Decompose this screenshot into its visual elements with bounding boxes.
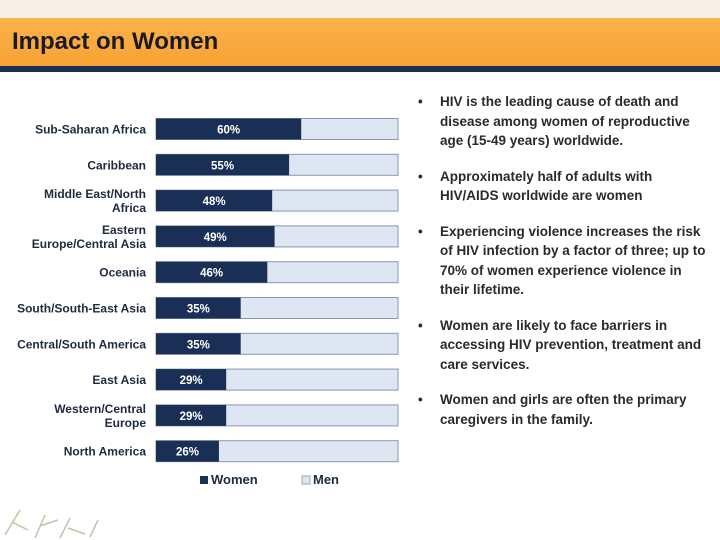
data-label: 49%: [204, 232, 227, 244]
bullet-text: Women are likely to face barriers in acc…: [440, 317, 702, 372]
bullet-item: • Women are likely to face barriers in ac…: [416, 316, 706, 375]
data-label: 29%: [180, 411, 203, 423]
top-decorative-band: [0, 0, 720, 18]
category-label: South/South-East Asia: [17, 302, 146, 316]
bullet-marker: •: [418, 317, 423, 333]
category-label: Western/Central Europe: [54, 402, 146, 430]
title-bar: [0, 18, 720, 66]
category-label: Central/South America: [17, 337, 146, 351]
category-label: North America: [64, 445, 147, 459]
category-label-line: Sub-Saharan Africa: [35, 123, 146, 137]
bar-women: [156, 333, 241, 355]
category-label-line: Europe: [105, 416, 147, 430]
bullet-marker: •: [418, 392, 423, 407]
data-label: 35%: [187, 339, 210, 351]
data-label: 26%: [176, 447, 199, 459]
bar-women: [156, 154, 290, 176]
slide-title: Impact on Women: [12, 28, 219, 55]
category-label-line: Europe/Central Asia: [32, 237, 147, 251]
data-label: 29%: [180, 375, 203, 387]
data-label: 35%: [187, 304, 210, 316]
category-label-line: North America: [64, 445, 147, 459]
bullet-item: • HIV is the leading cause of death and d…: [416, 92, 706, 151]
bar-women: [156, 404, 227, 426]
category-label-line: East Asia: [92, 373, 146, 387]
category-label-line: Western/Central: [54, 402, 146, 416]
category-label-line: South/South-East Asia: [17, 302, 146, 316]
bar-women: [156, 261, 268, 283]
corner-decoration: [4, 509, 99, 539]
legend-swatch: [200, 476, 208, 484]
category-label-line: Central/South America: [17, 337, 146, 351]
bullet-list: • HIV is the leading cause of death and d…: [416, 92, 706, 445]
bar-women: [156, 118, 302, 140]
bullet-marker: •: [418, 168, 423, 184]
category-label: Oceania: [99, 266, 146, 280]
hiv-women-bar-chart: 60% Sub-Saharan Africa 55% Caribbean 48% Midd…: [17, 118, 399, 487]
bullet-text: HIV is the leading cause of death and di…: [440, 94, 690, 148]
title-rule: [0, 66, 720, 72]
category-label-line: Caribbean: [87, 158, 146, 172]
category-label-line: Middle East/North: [44, 187, 146, 201]
bullet-text: Approximately half of adults with HIV/AI…: [440, 168, 653, 204]
bullet-text: Experiencing violence increases the risk…: [440, 223, 706, 298]
bullet-item: • Experiencing violence increases the ris…: [416, 222, 706, 300]
bar-women: [156, 190, 273, 212]
bar-women: [156, 440, 219, 462]
data-label: 46%: [200, 268, 223, 280]
category-label: Sub-Saharan Africa: [35, 123, 146, 137]
bar-women: [156, 369, 227, 391]
category-label: Middle East/North Africa: [44, 187, 146, 215]
bullet-marker: •: [418, 94, 423, 109]
data-label: 60%: [217, 125, 240, 137]
category-label-line: Oceania: [99, 266, 146, 280]
category-label-line: Africa: [112, 201, 146, 215]
data-label: 48%: [203, 196, 226, 208]
legend-label: Women: [211, 472, 258, 487]
category-label: East Asia: [92, 373, 146, 387]
legend-label: Men: [313, 472, 339, 487]
data-label: 55%: [211, 160, 234, 172]
bar-women: [156, 225, 275, 247]
bullet-marker: •: [418, 223, 423, 239]
legend-swatch: [301, 475, 311, 485]
bar-women: [156, 297, 241, 319]
category-label: Eastern Europe/Central Asia: [32, 223, 147, 251]
category-label: Caribbean: [87, 158, 146, 172]
category-label-line: Eastern: [102, 223, 146, 237]
bullet-text: Women and girls are often the primary ca…: [440, 392, 687, 427]
bullet-item: • Approximately half of adults with HIV/A…: [416, 167, 706, 206]
bullet-item: • Women and girls are often the primary c…: [416, 390, 706, 429]
